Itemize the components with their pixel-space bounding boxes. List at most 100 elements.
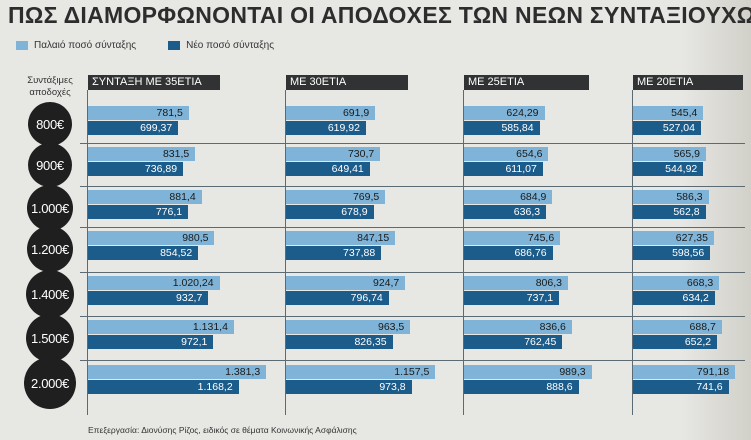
bar-old: 791,18 (633, 365, 736, 379)
bar-old-label: 624,29 (506, 107, 539, 119)
bar-new-label: 619,92 (327, 122, 360, 134)
bar-new: 649,41 (286, 162, 370, 176)
bar-old: 963,5 (286, 320, 411, 334)
panel-axis-line (87, 90, 88, 415)
bar-old-label: 836,6 (539, 321, 566, 333)
category-circle: 2.000€ (24, 357, 76, 409)
legend-swatch-old (16, 41, 28, 50)
bar-new: 972,1 (88, 335, 214, 349)
bar-new-label: 527,04 (662, 122, 695, 134)
bar-new-label: 699,37 (140, 122, 173, 134)
bar-old-label: 963,5 (378, 321, 405, 333)
legend: Παλαιό ποσό σύνταξης Νέο ποσό σύνταξης (16, 40, 274, 51)
bar-new-label: 652,2 (684, 336, 712, 348)
category-circle: 900€ (28, 143, 72, 187)
bar-old: 565,9 (633, 147, 706, 161)
bar-new: 611,07 (464, 162, 543, 176)
bar-new-label: 796,74 (350, 292, 383, 304)
bar-new: 932,7 (88, 291, 209, 305)
bar-old: 989,3 (464, 365, 592, 379)
bar-new: 737,1 (464, 291, 560, 305)
bar-old-label: 924,7 (373, 277, 400, 289)
bar-new-label: 972,1 (181, 336, 208, 348)
bar-old-label: 881,4 (169, 191, 196, 203)
bar-new: 585,84 (464, 121, 540, 135)
bar-new-label: 762,45 (524, 336, 557, 348)
bar-old: 781,5 (88, 106, 189, 120)
bar-new: 562,8 (633, 205, 706, 219)
bar-new-label: 932,7 (176, 292, 203, 304)
panel-axis-line (632, 90, 633, 415)
panel-axis-line (285, 90, 286, 415)
bar-old: 745,6 (464, 231, 561, 245)
panel-axis-line (463, 90, 464, 415)
bar-old-label: 831,5 (162, 148, 190, 160)
category-circle: 1.400€ (26, 270, 74, 318)
bar-new: 678,9 (286, 205, 374, 219)
bar-new: 776,1 (88, 205, 189, 219)
row-header-label: Συντάξιμες αποδοχές (27, 75, 73, 98)
bar-old-label: 684,9 (520, 191, 547, 203)
row-divider (80, 143, 745, 144)
row-divider (80, 316, 745, 317)
bar-new-label: 854,52 (160, 247, 193, 259)
bar-old-label: 545,4 (671, 107, 698, 119)
credit-line: Επεξεργασία: Διονύσης Ρίζος, ειδικός σε … (88, 425, 357, 435)
bar-old: 668,3 (633, 276, 720, 290)
bar-old-label: 791,18 (696, 366, 730, 378)
bar-new: 973,8 (286, 380, 412, 394)
bar-new: 598,56 (633, 246, 711, 260)
bar-old: 730,7 (286, 147, 381, 161)
legend-label-new: Νέο ποσό σύνταξης (186, 40, 275, 51)
bar-old: 654,6 (464, 147, 549, 161)
bar-new: 527,04 (633, 121, 701, 135)
bar-new: 741,6 (633, 380, 729, 394)
bar-new: 636,3 (464, 205, 547, 219)
panel-header: ΜΕ 20ΕΤΙΑ (633, 75, 743, 90)
bar-old: 1.131,4 (88, 320, 234, 334)
bar-old: 586,3 (633, 190, 709, 204)
bar-old-label: 745,6 (527, 232, 555, 244)
legend-item-new: Νέο ποσό σύνταξης (168, 40, 274, 51)
bar-new-label: 737,1 (526, 292, 554, 304)
bar-old: 831,5 (88, 147, 196, 161)
bar-new-label: 973,8 (379, 381, 406, 393)
bar-new: 544,92 (633, 162, 704, 176)
bar-old-label: 730,7 (347, 148, 375, 160)
bar-new-label: 737,88 (343, 247, 376, 259)
bar-old-label: 1.020,24 (172, 277, 214, 289)
bar-new-label: 678,9 (341, 206, 368, 218)
bar-old-label: 668,3 (686, 277, 714, 289)
bar-old: 627,35 (633, 231, 714, 245)
bar-old-label: 688,7 (689, 321, 716, 333)
bar-new-label: 544,92 (665, 163, 698, 175)
bar-new-label: 776,1 (155, 206, 183, 218)
bar-new-label: 826,35 (354, 336, 387, 348)
bar-old: 688,7 (633, 320, 722, 334)
category-circle: 800€ (28, 102, 72, 146)
bar-old: 980,5 (88, 231, 215, 245)
bar-old-label: 1.131,4 (192, 321, 228, 333)
bar-old-label: 586,3 (676, 191, 703, 203)
bar-old-label: 847,15 (357, 232, 390, 244)
bar-old-label: 806,3 (535, 277, 562, 289)
bar-new-label: 598,56 (672, 247, 705, 259)
bar-old-label: 980,5 (182, 232, 209, 244)
bar-new-label: 888,6 (546, 381, 573, 393)
bar-old-label: 1.381,3 (225, 366, 261, 378)
bar-new-label: 634,2 (682, 292, 709, 304)
page-title: ΠΩΣ ΔΙΑΜΟΡΦΩΝΟΝΤΑΙ ΟΙ ΑΠΟΔΟΧΕΣ ΤΩΝ ΝΕΩΝ … (8, 2, 751, 28)
row-divider (80, 272, 745, 273)
bar-new-label: 562,8 (673, 206, 700, 218)
bar-old: 769,5 (286, 190, 386, 204)
bar-old: 1.381,3 (88, 365, 267, 379)
bar-new-label: 611,07 (505, 163, 537, 175)
legend-swatch-new (168, 41, 181, 50)
bar-new: 634,2 (633, 291, 715, 305)
bar-old: 684,9 (464, 190, 553, 204)
bar-old-label: 769,5 (352, 191, 380, 203)
bar-new: 888,6 (464, 380, 579, 394)
bar-new-label: 1.168,2 (197, 381, 233, 393)
bar-new: 1.168,2 (88, 380, 239, 394)
bar-old: 836,6 (464, 320, 572, 334)
